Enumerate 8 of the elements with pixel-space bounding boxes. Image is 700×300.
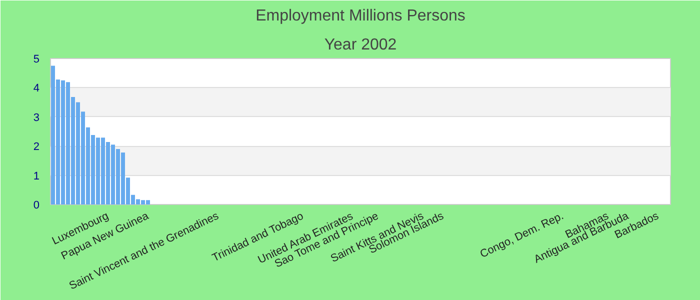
- y-tick-label: 0: [33, 200, 40, 212]
- y-tick-label: 3: [33, 112, 40, 124]
- chart-subtitle: Year 2002: [324, 36, 397, 54]
- y-tick-label: 4: [33, 82, 40, 95]
- y-tick-label: 2: [33, 141, 40, 154]
- chart-title: Employment Millions Persons: [256, 8, 466, 24]
- y-tick-label: 5: [33, 54, 40, 66]
- y-tick-label: 1: [33, 170, 40, 182]
